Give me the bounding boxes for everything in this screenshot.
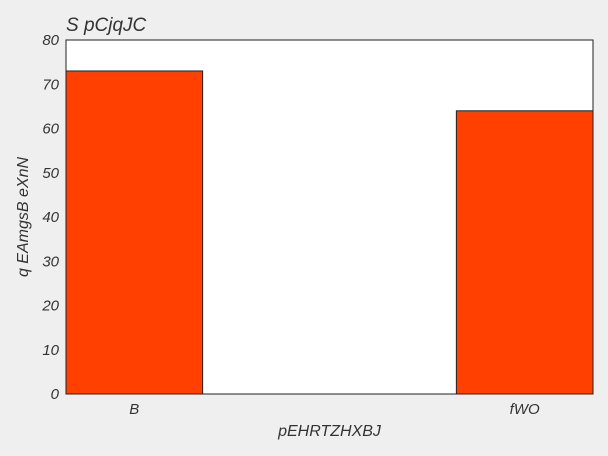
x-tick-label: B [129,401,139,418]
x-axis-title: pEHRTZHXBJ [277,423,382,440]
y-tick-label: 80 [42,32,59,49]
y-tick-label: 0 [51,386,60,403]
y-tick-label: 30 [42,253,59,270]
plot-frame [65,39,594,395]
y-axis-title: q EAmgsB eXnN [15,157,32,278]
bar-fWO [455,110,594,395]
y-tick-label: 10 [42,342,59,359]
y-axis: 0 10 20 30 40 50 60 70 80 [41,32,59,403]
bars-group [65,70,594,395]
y-tick-label: 20 [41,298,59,315]
chart-title: S pCjqJC [66,15,147,36]
y-tick-label: 50 [42,165,59,182]
y-tick-label: 70 [42,76,59,93]
y-tick-label: 60 [42,121,59,138]
y-tick-label: 40 [42,209,59,226]
bar-B [65,70,204,395]
x-tick-label: fWO [510,401,540,418]
